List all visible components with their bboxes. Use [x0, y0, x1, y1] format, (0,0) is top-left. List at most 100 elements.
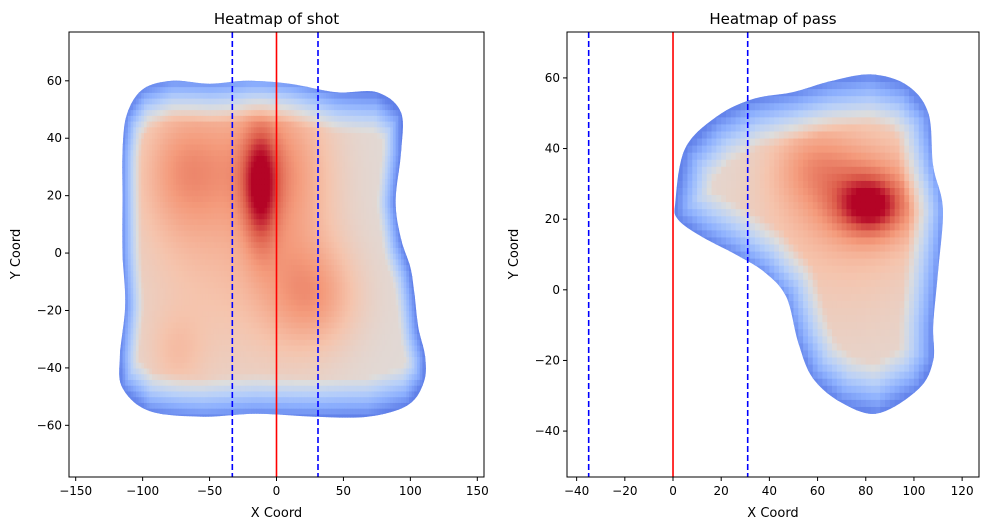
shot-density-cell [184, 327, 188, 335]
shot-density-cell [264, 316, 268, 323]
shot-density-cell [309, 413, 314, 418]
shot-density-cell [202, 115, 207, 122]
shot-density-cell [299, 230, 303, 237]
shot-density-cell [312, 321, 316, 329]
shot-density-cell [146, 367, 150, 375]
shot-density-cell [149, 287, 153, 294]
shot-density-cell [141, 293, 145, 300]
shot-density-cell [154, 327, 158, 335]
shot-density-cell [146, 350, 150, 358]
shot-density-cell [194, 86, 199, 93]
shot-density-cell [218, 316, 223, 323]
shot-density-cell [261, 396, 266, 403]
shot-density-cell [312, 379, 316, 386]
shot-density-cell [202, 149, 207, 157]
shot-density-cell [301, 327, 306, 335]
shot-density-cell [210, 224, 215, 231]
shot-density-cell [288, 321, 292, 329]
shot-density-cell [264, 98, 268, 105]
shot-density-cell [133, 287, 137, 294]
shot-density-cell [181, 402, 185, 409]
shot-density-cell [283, 184, 287, 191]
shot-density-cell [307, 235, 311, 243]
shot-density-cell [283, 241, 287, 248]
shot-density-cell [130, 235, 134, 243]
shot-density-cell [208, 396, 212, 403]
shot-density-cell [149, 207, 153, 214]
shot-density-cell [200, 178, 204, 185]
shot-density-cell [229, 344, 233, 352]
shot-density-cell [168, 212, 172, 220]
shot-density-cell [326, 161, 330, 168]
shot-density-cell [210, 212, 215, 220]
shot-density-cell [181, 367, 185, 375]
shot-density-cell [213, 362, 217, 369]
shot-density-cell [307, 339, 311, 346]
shot-density-cell [307, 281, 311, 289]
shot-density-cell [283, 166, 287, 174]
shot-density-cell [331, 241, 335, 248]
shot-density-cell [261, 408, 266, 415]
shot-density-cell [237, 350, 241, 358]
shot-density-cell [154, 396, 158, 403]
shot-density-cell [307, 258, 311, 266]
shot-density-cell [304, 264, 308, 271]
shot-density-cell [146, 149, 150, 157]
shot-density-cell [127, 304, 132, 312]
shot-density-cell [280, 109, 284, 116]
shot-density-cell [192, 241, 196, 248]
shot-density-cell [197, 276, 201, 283]
shot-density-cell [181, 201, 185, 208]
shot-density-cell [181, 304, 185, 312]
shot-density-cell [248, 304, 252, 312]
shot-density-cell [141, 247, 145, 254]
shot-density-cell [331, 178, 335, 185]
shot-density-cell [170, 321, 175, 329]
shot-density-cell [307, 408, 311, 415]
shot-density-cell [253, 396, 258, 403]
shot-density-cell [202, 172, 207, 180]
shot-density-cell [283, 103, 287, 111]
shot-density-cell [168, 218, 172, 225]
shot-density-cell [189, 224, 193, 231]
shot-density-cell [173, 184, 177, 191]
shot-density-cell [259, 390, 263, 398]
shot-density-cell [291, 281, 295, 289]
shot-density-cell [186, 241, 191, 248]
shot-density-cell [253, 80, 258, 88]
shot-density-cell [178, 258, 183, 266]
shot-density-cell [299, 212, 303, 220]
shot-density-cell [248, 344, 252, 352]
shot-density-cell [218, 115, 223, 122]
shot-density-cell [237, 224, 241, 231]
shot-density-cell [312, 132, 316, 139]
shot-density-cell [328, 385, 332, 392]
shot-density-cell [245, 367, 249, 375]
shot-density-cell [218, 258, 223, 266]
shot-density-cell [259, 189, 263, 197]
shot-density-cell [189, 327, 193, 335]
shot-density-cell [326, 201, 330, 208]
shot-density-cell [216, 333, 220, 340]
shot-density-cell [205, 293, 209, 300]
shot-density-cell [149, 92, 153, 99]
shot-density-cell [176, 172, 180, 180]
shot-density-cell [168, 270, 172, 277]
shot-density-cell [283, 109, 287, 116]
shot-density-cell [315, 362, 319, 369]
shot-density-cell [192, 92, 196, 99]
shot-density-cell [309, 373, 314, 380]
shot-density-cell [152, 362, 156, 369]
shot-density-cell [334, 339, 338, 346]
shot-density-cell [301, 379, 306, 386]
shot-density-cell [326, 299, 330, 306]
shot-density-cell [202, 86, 207, 93]
shot-density-cell [267, 241, 271, 248]
shot-density-cell [331, 379, 335, 386]
shot-density-cell [291, 92, 295, 99]
shot-density-cell [186, 201, 191, 208]
shot-density-cell [253, 143, 258, 151]
shot-density-cell [210, 138, 215, 145]
shot-density-cell [318, 212, 322, 220]
shot-density-cell [200, 379, 204, 386]
